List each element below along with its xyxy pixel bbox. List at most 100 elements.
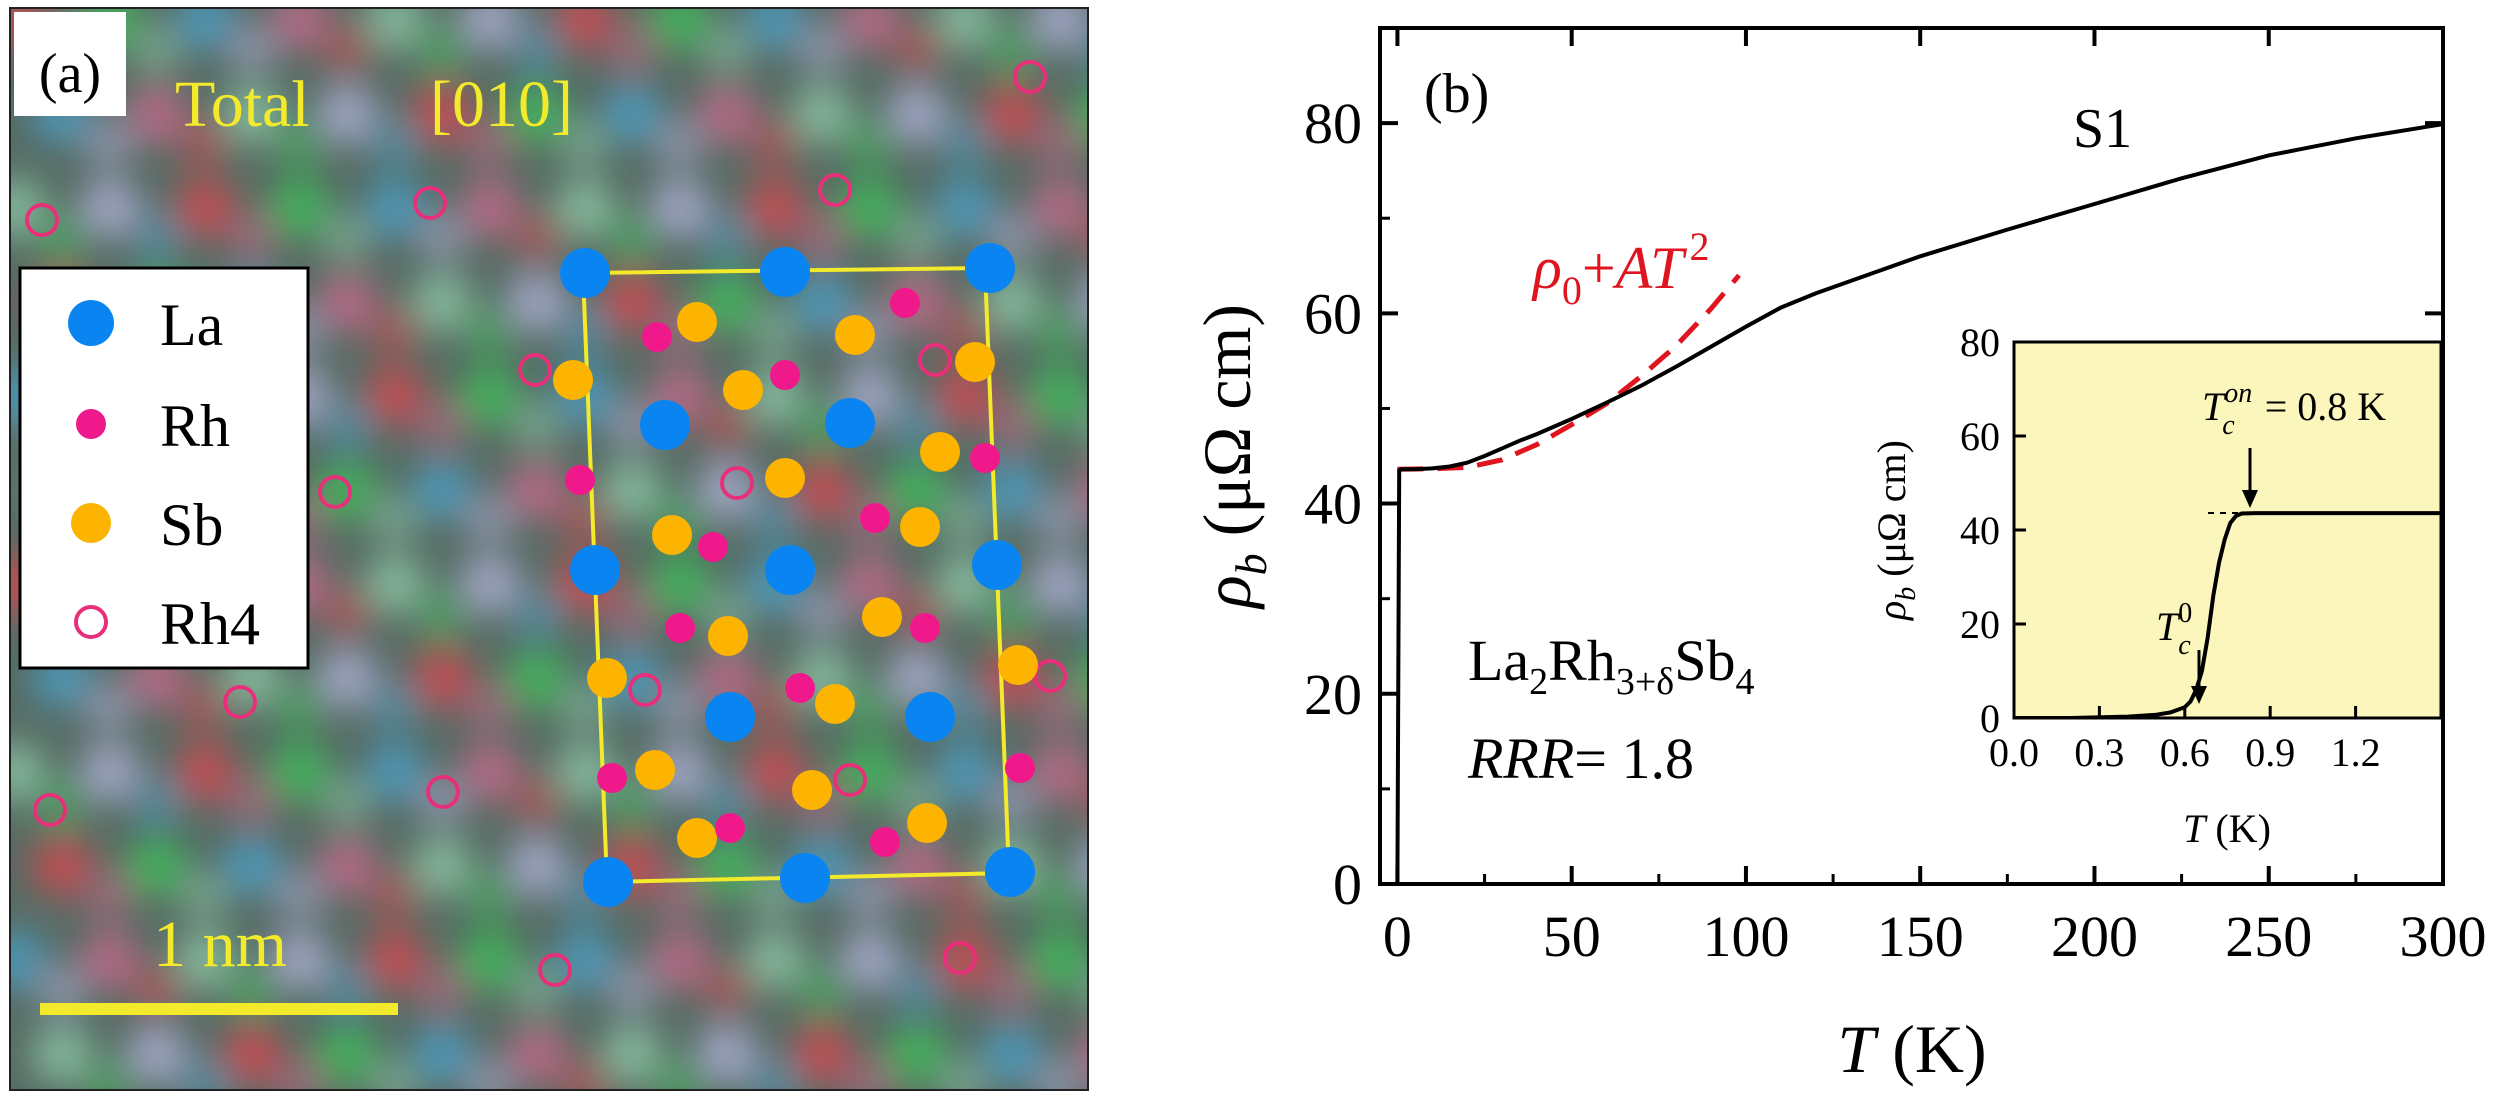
atom-column-blob <box>792 272 852 332</box>
y-tick-label: 80 <box>1304 91 1362 156</box>
atom-column-blob <box>1030 178 1088 238</box>
atom-column-blob <box>277 1062 321 1090</box>
atom-column-blob <box>317 1024 377 1084</box>
atom-column-blob <box>507 272 567 332</box>
atom-column-blob <box>40 968 84 1012</box>
atom-column-blob <box>800 216 844 260</box>
atom-column-blob <box>752 122 796 166</box>
atom-column-blob <box>182 1062 226 1090</box>
rh-atom-marker <box>870 827 900 857</box>
atom-column-blob <box>182 874 226 918</box>
rh4-site-marker <box>518 353 552 387</box>
rh4-site-marker <box>223 685 257 719</box>
rh4-site-marker <box>918 343 952 377</box>
fit-curve <box>1397 273 1741 472</box>
atom-column-blob <box>657 1062 701 1090</box>
inset-y-tick-label: 0 <box>1980 696 2000 741</box>
rh-atom-marker <box>770 360 800 390</box>
formula-label: La2Rh3+δSb4 <box>1468 628 1754 703</box>
sample-label: S1 <box>2073 98 2132 160</box>
atom-column-blob <box>752 686 796 730</box>
atom-column-blob <box>467 874 511 918</box>
atom-legend <box>18 266 310 670</box>
atom-column-blob <box>840 742 900 802</box>
atom-column-blob <box>420 592 464 636</box>
atom-column-blob <box>10 742 45 802</box>
main-plot-frame <box>1378 26 2445 886</box>
atom-column-blob <box>87 122 131 166</box>
atom-column-blob <box>555 8 615 50</box>
atom-column-blob <box>1037 1062 1081 1090</box>
atom-column-blob <box>1037 310 1081 354</box>
sb-atom-marker <box>765 458 805 498</box>
atom-column-blob <box>1037 874 1081 918</box>
atom-column-blob <box>80 178 140 238</box>
atom-column-blob <box>32 1024 92 1084</box>
atom-column-blob <box>1030 8 1088 50</box>
atom-column-blob <box>990 404 1034 448</box>
tc-onset-label: Ton c = 0.8 K <box>2202 378 2386 441</box>
atom-column-blob <box>420 404 464 448</box>
atom-column-blob <box>467 122 511 166</box>
atom-column-blob <box>515 592 559 636</box>
atom-column-blob <box>127 1024 187 1084</box>
rh-atom-marker <box>565 465 595 495</box>
atom-column-blob <box>1132 498 1176 542</box>
rh-atom-marker <box>1005 753 1035 783</box>
sb-atom-marker <box>955 342 995 382</box>
atom-column-blob <box>745 178 805 238</box>
atom-column-blob <box>602 272 662 332</box>
atom-column-blob <box>87 686 131 730</box>
atom-column-blob <box>847 122 891 166</box>
atom-column-blob <box>745 8 805 50</box>
atom-column-blob <box>277 874 321 918</box>
legend-la-label: La <box>160 292 223 358</box>
atom-column-blob <box>507 1024 567 1084</box>
atom-column-blob <box>420 968 464 1012</box>
legend-rh-label: Rh <box>160 393 230 459</box>
atom-column-blob <box>562 1062 606 1090</box>
sb-atom-marker <box>815 684 855 724</box>
atom-column-blob <box>1132 686 1176 730</box>
sb-atom-marker <box>635 750 675 790</box>
atom-column-blob <box>325 28 369 72</box>
atom-column-blob <box>895 216 939 260</box>
la-atom-marker <box>780 853 830 903</box>
atom-column-blob <box>277 686 321 730</box>
inset-y-tick-label: 20 <box>1960 602 2000 647</box>
inset-y-tick-label: 40 <box>1960 508 2000 553</box>
inset-x-tick-label: 0.3 <box>2074 730 2124 775</box>
atom-column-blob <box>982 84 1042 144</box>
y-axis-title: ρb (μΩ cm) <box>1189 304 1276 610</box>
rh-atom-marker <box>715 813 745 843</box>
sb-atom-marker <box>708 616 748 656</box>
atom-column-blob <box>982 460 1042 520</box>
atom-column-blob <box>1077 842 1088 890</box>
atom-column-blob <box>610 216 654 260</box>
hrtem-panel: (a) Total [010] La Rh Sb Rh4 1 nm <box>9 7 1176 1091</box>
sb-atom-marker <box>652 515 692 555</box>
inset-x-tick-label: 1.2 <box>2331 730 2381 775</box>
atom-column-blob <box>610 968 654 1012</box>
atom-column-blob <box>80 742 140 802</box>
atom-column-blob <box>230 216 274 260</box>
atom-column-blob <box>365 742 425 802</box>
atom-column-blob <box>87 1062 131 1090</box>
atom-column-blob <box>650 178 710 238</box>
atom-column-blob <box>460 8 520 50</box>
atom-column-blob <box>792 1024 852 1084</box>
atom-column-blob <box>175 742 235 802</box>
la-atom-marker <box>985 847 1035 897</box>
sb-atom-marker <box>553 360 593 400</box>
atom-column-blob <box>610 592 654 636</box>
inset-y-tick-label: 60 <box>1960 414 2000 459</box>
atom-column-blob <box>657 122 701 166</box>
atom-column-blob <box>175 930 235 990</box>
atom-column-blob <box>230 780 274 824</box>
atom-column-blob <box>1077 278 1088 326</box>
atom-column-blob <box>887 460 947 520</box>
y-tick-label: 40 <box>1304 472 1362 537</box>
legend-sb-label: Sb <box>160 492 223 558</box>
